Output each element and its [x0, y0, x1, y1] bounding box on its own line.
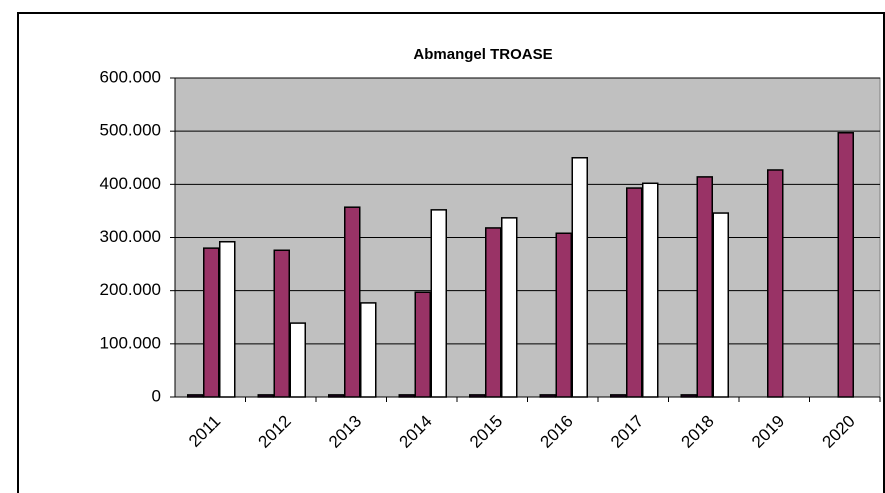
bar	[485, 227, 502, 398]
y-tick-label: 0	[152, 386, 161, 405]
bar	[344, 206, 361, 398]
bar	[203, 247, 220, 398]
y-tick-label: 200.000	[100, 280, 161, 299]
bar	[289, 322, 306, 398]
bar	[219, 241, 236, 398]
bar	[360, 302, 377, 398]
y-tick-label: 500.000	[100, 121, 161, 140]
y-tick-label: 400.000	[100, 174, 161, 193]
bar	[430, 209, 447, 398]
y-tick-label: 300.000	[100, 227, 161, 246]
chart-title: Abmangel TROASE	[413, 46, 552, 63]
bar	[767, 169, 784, 398]
bar	[273, 249, 290, 398]
bar	[712, 212, 729, 398]
bar	[501, 217, 518, 398]
y-tick-label: 600.000	[100, 67, 161, 86]
bar	[414, 291, 431, 398]
bar	[571, 157, 588, 398]
bar	[837, 132, 854, 398]
bar	[642, 182, 659, 398]
bar	[696, 176, 713, 398]
bar	[626, 187, 643, 398]
y-tick-label: 100.000	[100, 333, 161, 352]
bar	[555, 232, 572, 398]
